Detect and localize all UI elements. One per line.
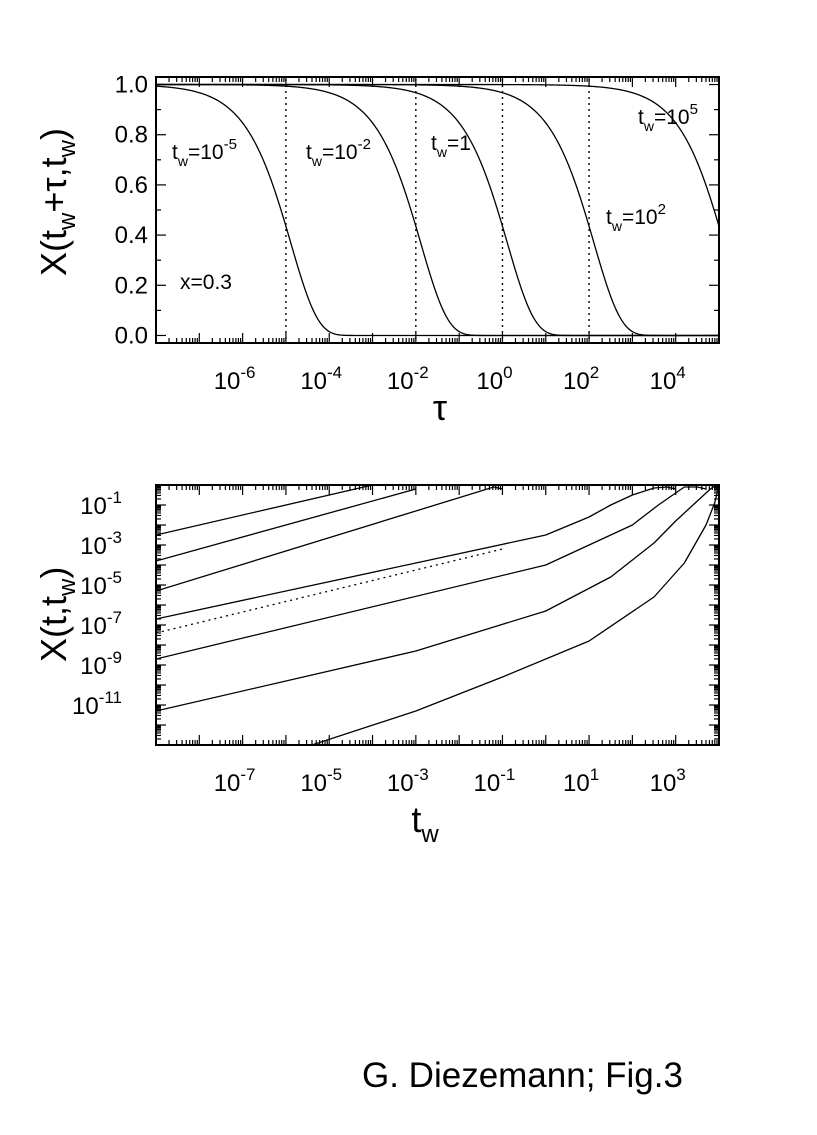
x-tick-label: 104 (650, 363, 686, 395)
series-line (156, 486, 707, 660)
x-tick-label: 10-3 (387, 765, 429, 797)
y-tick-label: 0.0 (115, 322, 148, 349)
x-tick-label: 102 (563, 363, 599, 395)
y-tick-label: 10-5 (80, 568, 122, 600)
x-tick-label: 10-6 (214, 363, 256, 395)
y-axis-label: X(t,tw) (33, 567, 81, 662)
parameter-annotation: x=0.3 (180, 271, 232, 294)
bottom-chart: 10-11 10-9 10-7 10-5 10-3 10-1 10-7 10-5 10-3 10-… (33, 484, 720, 848)
y-tick-label: 10-3 (80, 528, 122, 560)
y-tick-label: 10-1 (80, 488, 122, 520)
series-line (311, 485, 719, 745)
x-tick-label: 101 (563, 765, 599, 797)
y-tick-label: 0.2 (115, 272, 148, 299)
y-tick-label: 1.0 (115, 72, 148, 99)
y-tick-label: 10-9 (80, 648, 122, 680)
figure-caption: G. Diezemann; Fig.3 (362, 1056, 683, 1095)
y-tick-label: 10-7 (80, 608, 122, 640)
series-line (156, 485, 373, 536)
x-tick-label: 10-5 (300, 765, 342, 797)
x-axis-label: tw (411, 799, 439, 848)
y-tick-label: 10-11 (72, 688, 122, 720)
y-tick-label: 0.4 (115, 222, 148, 249)
series-label: tw=105 (638, 101, 698, 134)
top-chart: 0.0 0.2 0.4 0.6 0.8 1.0 10-6 10-4 10-2 100 102 104 τ… (33, 72, 720, 428)
x-axis-label: τ (433, 387, 447, 428)
x-tick-label: 10-7 (214, 765, 256, 797)
dotted-reference-line (155, 548, 503, 634)
series-line (156, 486, 676, 620)
series-label: tw=10-2 (306, 136, 371, 169)
y-axis-label: X(tw+τ,tw) (33, 128, 81, 276)
x-tick-label: 10-2 (387, 363, 429, 395)
series-line (156, 486, 503, 592)
series-label: tw=102 (606, 201, 666, 234)
x-tick-label: 100 (476, 363, 512, 395)
x-tick-label: 103 (650, 765, 686, 797)
x-tick-label: 10-4 (300, 363, 342, 395)
series-label: tw=10-5 (172, 136, 237, 169)
series-line (156, 485, 718, 712)
y-tick-label: 0.8 (115, 122, 148, 149)
series-line (156, 488, 417, 562)
x-tick-label: 10-1 (474, 765, 516, 797)
series-label: tw=1 (431, 132, 471, 160)
series-line (156, 83, 719, 227)
y-tick-label: 0.6 (115, 172, 148, 199)
